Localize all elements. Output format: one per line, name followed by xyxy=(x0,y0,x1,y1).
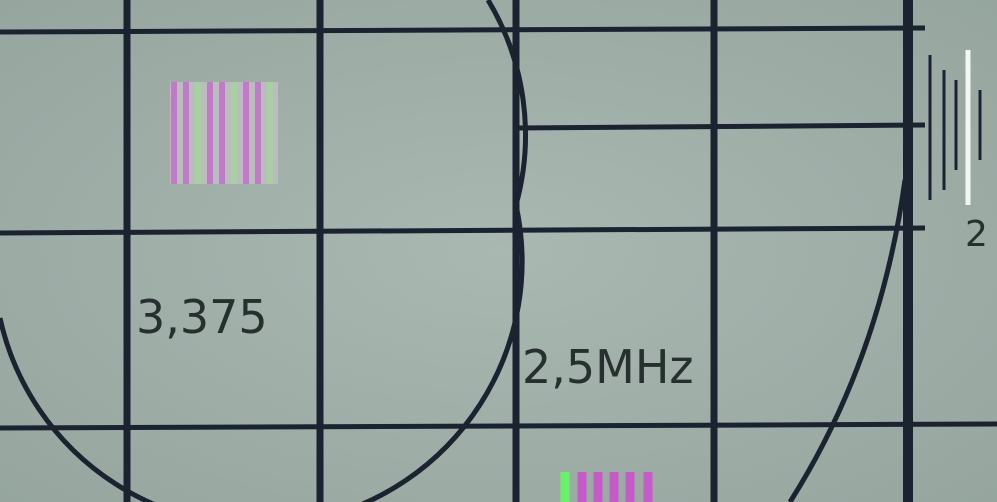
value-label: 3,375 xyxy=(136,290,268,344)
stripe-pattern xyxy=(170,82,278,184)
frequency-label: 2,5MHz xyxy=(522,340,694,394)
corner-digit: 2 xyxy=(965,214,988,255)
grid-line xyxy=(516,125,925,128)
test-pattern-screen: 3,375 2,5MHz 2 xyxy=(0,0,997,502)
page: 3,375 2,5MHz 2 (() => { const data = JSO… xyxy=(0,0,997,502)
